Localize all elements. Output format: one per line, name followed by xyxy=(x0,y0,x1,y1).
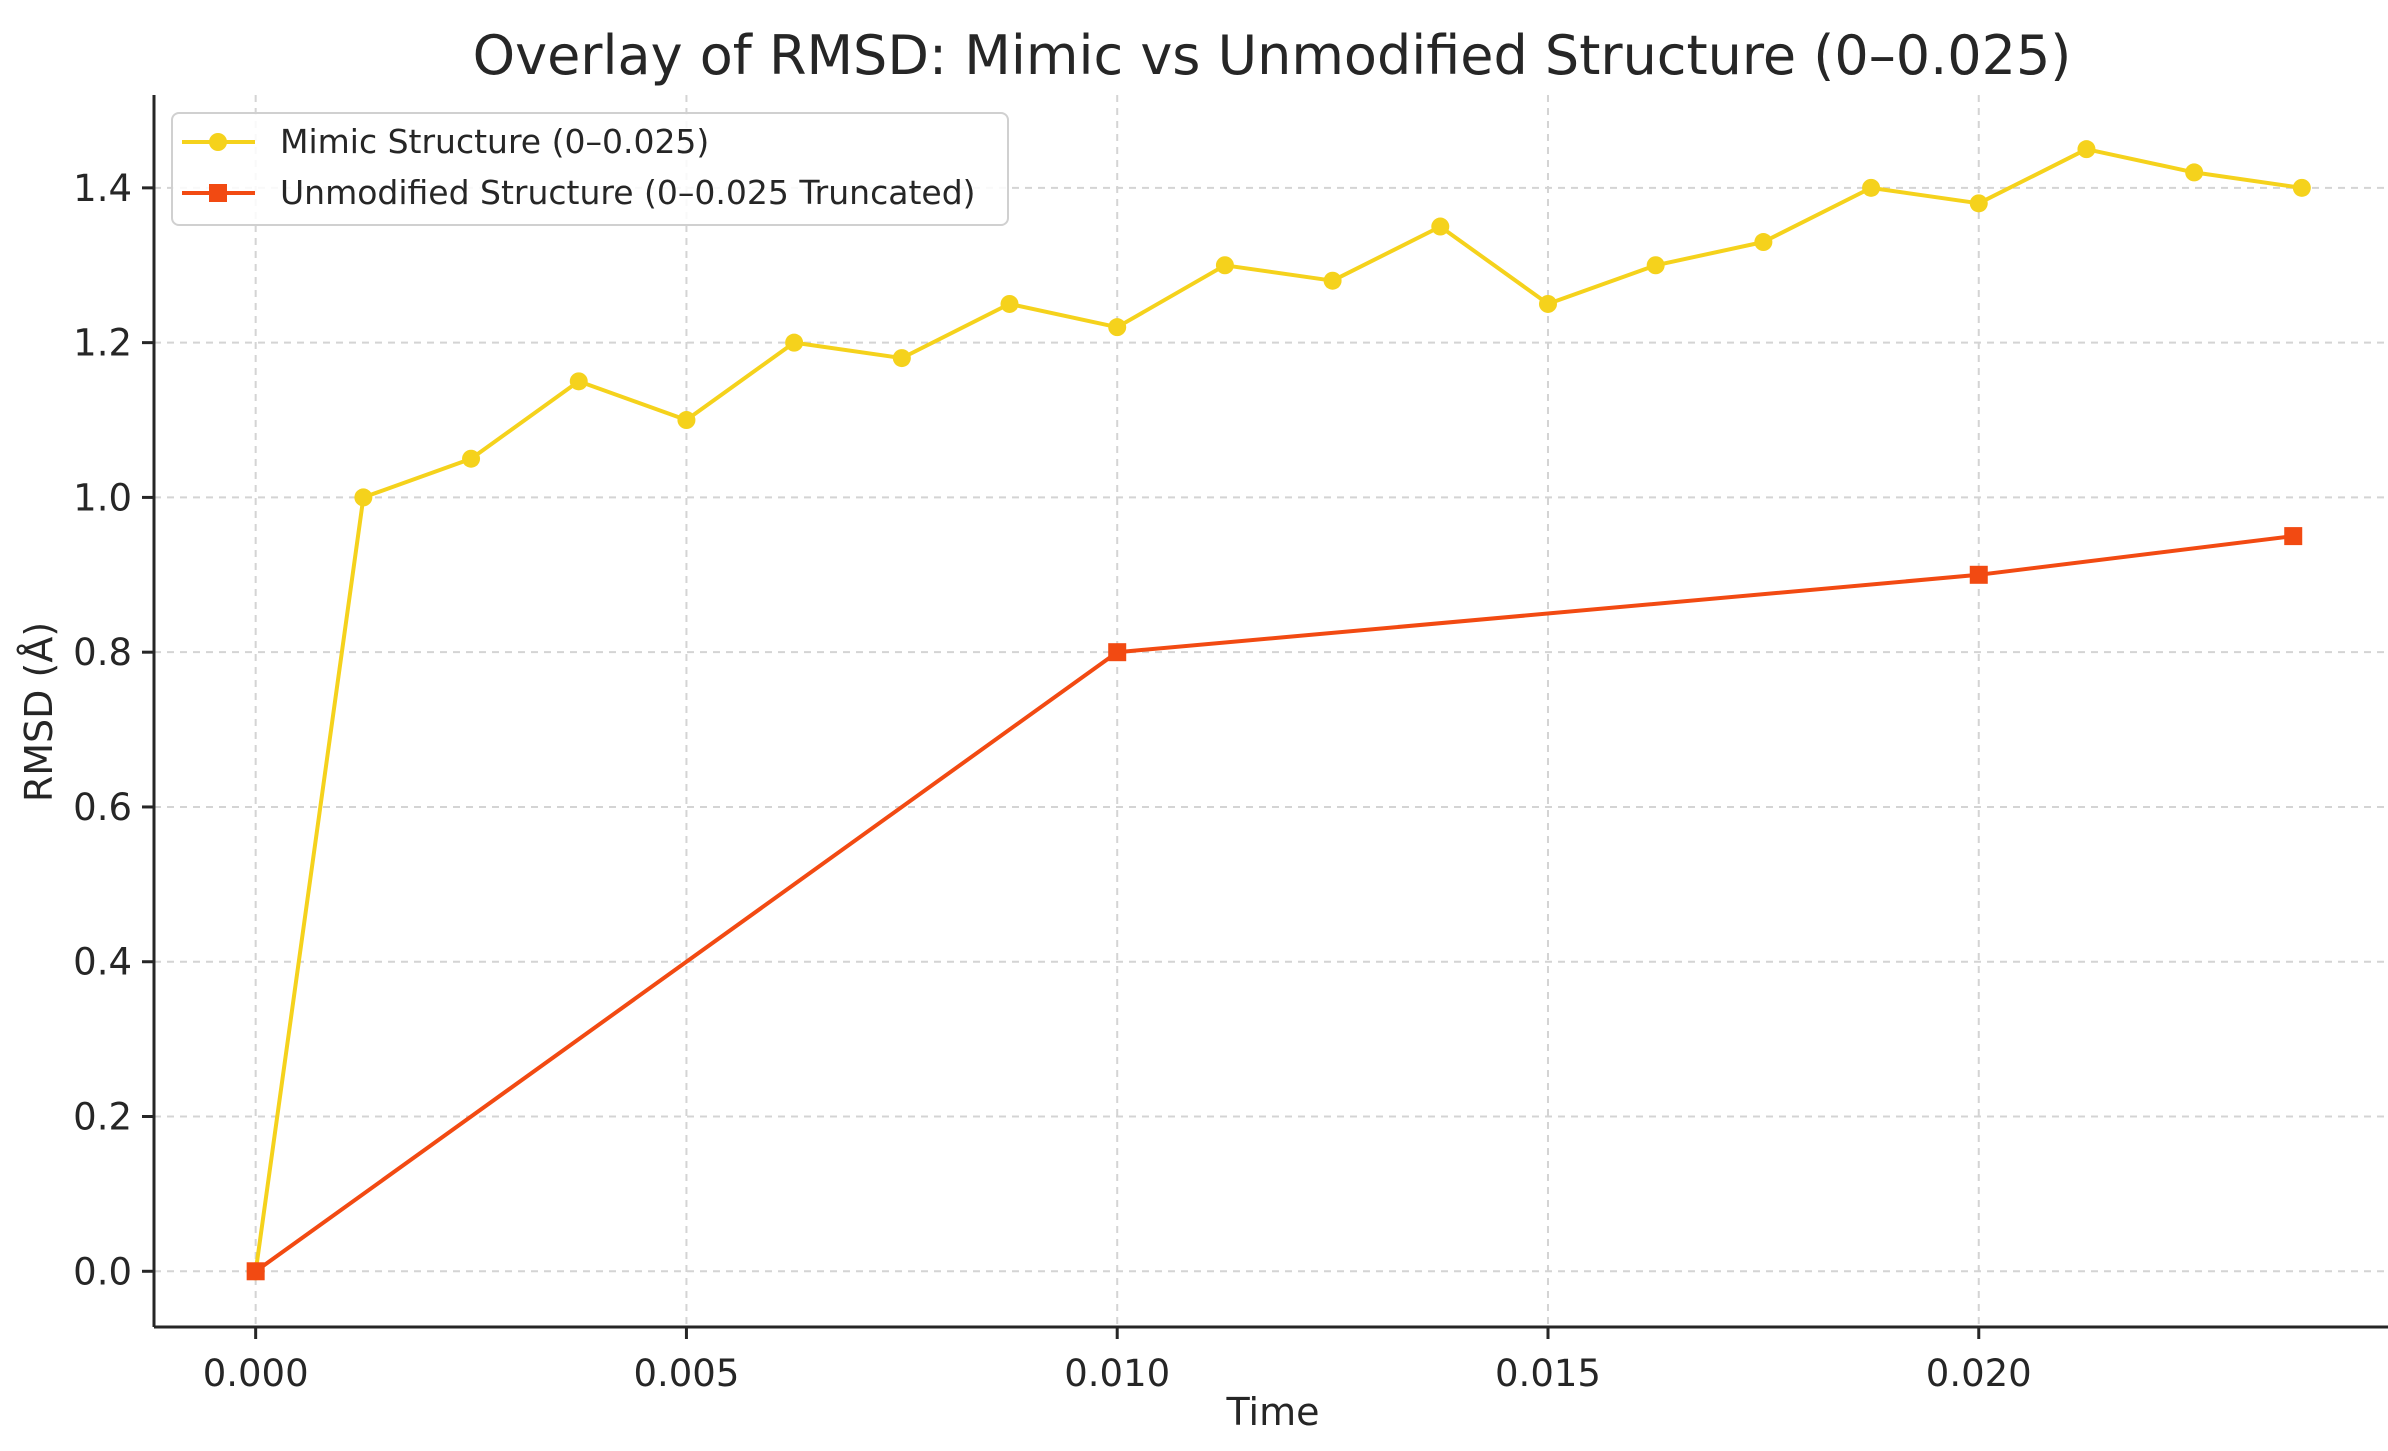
data-point-mimic xyxy=(1538,294,1557,313)
legend-marker-unmodified xyxy=(209,184,227,202)
data-point-mimic xyxy=(1323,271,1342,290)
series-mimic xyxy=(246,140,2311,1281)
data-point-mimic xyxy=(1754,233,1773,252)
y-axis-label: RMSD (Å) xyxy=(17,622,61,802)
chart-title: Overlay of RMSD: Mimic vs Unmodified Str… xyxy=(473,24,2072,87)
series-layer xyxy=(246,140,2311,1281)
data-point-unmodified xyxy=(246,1262,265,1281)
y-tick-label: 0.8 xyxy=(73,631,132,674)
data-point-mimic xyxy=(2185,163,2204,182)
y-tick-label: 1.0 xyxy=(73,476,132,519)
data-point-mimic xyxy=(1862,178,1881,197)
series-line-mimic xyxy=(253,147,2303,1272)
x-axis-label: Time xyxy=(1226,1390,1320,1434)
axes xyxy=(152,95,2388,1329)
y-tick-label: 1.2 xyxy=(73,322,132,365)
x-tick-label: 0.015 xyxy=(1495,1352,1601,1395)
data-point-mimic xyxy=(1431,217,1450,236)
series-unmodified xyxy=(246,527,2303,1281)
data-point-mimic xyxy=(1215,256,1234,275)
data-point-mimic xyxy=(2077,140,2096,159)
x-tick-label: 0.020 xyxy=(1926,1352,2032,1395)
data-point-mimic xyxy=(1108,318,1127,337)
data-point-unmodified xyxy=(1108,643,1127,662)
data-point-mimic xyxy=(677,411,696,430)
x-tick-label: 0.000 xyxy=(203,1352,309,1395)
data-point-mimic xyxy=(462,449,481,468)
legend: Mimic Structure (0–0.025) Unmodified Str… xyxy=(171,112,1009,226)
legend-marker-mimic xyxy=(209,133,227,151)
x-tick-label: 0.010 xyxy=(1064,1352,1170,1395)
data-point-unmodified xyxy=(1969,565,1988,584)
y-tick-label: 0.0 xyxy=(73,1250,132,1293)
data-point-unmodified xyxy=(2284,527,2303,546)
x-tick-label: 0.005 xyxy=(633,1352,739,1395)
data-point-mimic xyxy=(2292,178,2311,197)
legend-label-mimic: Mimic Structure (0–0.025) xyxy=(280,122,709,161)
data-point-mimic xyxy=(1000,294,1019,313)
legend-box xyxy=(171,112,1009,226)
y-tick-label: 0.6 xyxy=(73,786,132,829)
data-point-mimic xyxy=(1646,256,1665,275)
y-tick-label: 0.2 xyxy=(73,1096,132,1139)
y-tick-label: 1.4 xyxy=(73,167,132,210)
data-point-mimic xyxy=(569,372,588,391)
y-tick-label: 0.4 xyxy=(73,941,132,984)
series-line-unmodified xyxy=(254,534,2294,1273)
data-point-mimic xyxy=(354,488,373,507)
legend-label-unmodified: Unmodified Structure (0–0.025 Truncated) xyxy=(280,173,976,212)
data-point-mimic xyxy=(892,349,911,368)
grid-lines xyxy=(154,95,2388,1327)
data-point-mimic xyxy=(1969,194,1988,213)
data-point-mimic xyxy=(785,333,804,352)
ticks: 0.000 0.005 0.010 0.015 0.020 0.0 0.2 0.4 0.6 0.8… xyxy=(73,167,2032,1395)
